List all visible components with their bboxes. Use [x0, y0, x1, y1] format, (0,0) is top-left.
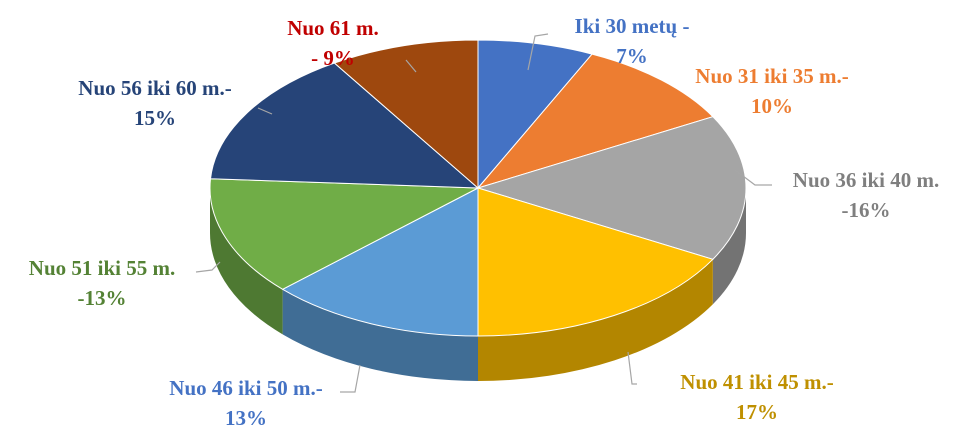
slice	[281, 187, 479, 337]
data-label-value: - 9%	[311, 46, 355, 70]
data-label-name: Nuo 36 iki 40 m.	[793, 168, 939, 192]
data-label-value: 7%	[616, 44, 648, 68]
data-label-value: 10%	[751, 94, 793, 118]
slice	[209, 62, 480, 189]
leader-line	[405, 59, 417, 73]
data-label-value: 17%	[736, 400, 778, 424]
data-label-value: -13%	[78, 286, 127, 310]
slice	[333, 39, 479, 190]
data-label-name: Nuo 31 iki 35 m.-	[695, 64, 848, 88]
slice	[477, 39, 594, 190]
slice-side	[712, 188, 746, 305]
data-label-name: Nuo 61 m.	[287, 16, 379, 40]
slice	[476, 116, 747, 260]
data-label-value: 13%	[225, 406, 267, 430]
leader-line	[195, 261, 221, 273]
leader-line	[340, 364, 361, 393]
data-label-name: Nuo 46 iki 50 m.-	[169, 376, 322, 400]
data-label-name: Nuo 41 iki 45 m.-	[680, 370, 833, 394]
data-label-name: Nuo 51 iki 55 m.	[29, 256, 175, 280]
data-label-name: Iki 30 metų -	[575, 14, 690, 38]
slice	[477, 187, 714, 337]
slice-side	[210, 188, 283, 335]
data-label-value: -16%	[842, 198, 891, 222]
leader-line	[627, 351, 637, 385]
data-label-value: 15%	[134, 106, 176, 130]
leader-line	[257, 107, 273, 115]
leader-line	[527, 33, 549, 71]
slice-side	[478, 259, 713, 381]
data-label-name: Nuo 56 iki 60 m.-	[78, 76, 231, 100]
leader-line	[734, 169, 772, 186]
slice	[209, 178, 480, 290]
slice	[476, 53, 714, 189]
